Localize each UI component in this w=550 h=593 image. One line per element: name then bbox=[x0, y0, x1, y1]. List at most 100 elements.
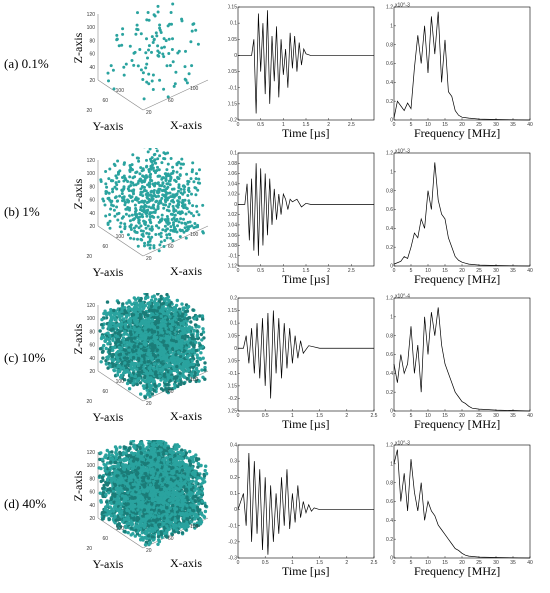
particle bbox=[108, 167, 112, 171]
series-line bbox=[393, 11, 531, 121]
particle bbox=[194, 379, 198, 384]
plot-frame bbox=[393, 297, 531, 412]
particle bbox=[196, 363, 201, 367]
particle bbox=[179, 380, 183, 384]
particle bbox=[136, 28, 140, 32]
particle bbox=[134, 224, 138, 228]
particle bbox=[169, 11, 173, 14]
particle bbox=[136, 370, 141, 374]
cube-z-tick: 20 bbox=[89, 78, 95, 84]
particle bbox=[121, 336, 126, 340]
particle bbox=[159, 218, 162, 222]
particle bbox=[126, 337, 130, 341]
particle bbox=[146, 243, 150, 247]
particle bbox=[107, 453, 111, 457]
particle bbox=[106, 71, 110, 75]
particle bbox=[148, 174, 152, 178]
cube-axis-line bbox=[97, 370, 144, 402]
particle bbox=[178, 317, 182, 322]
cube-z-tick: 60 bbox=[89, 343, 95, 349]
y-tick-label: 0 bbox=[234, 346, 237, 352]
particle bbox=[135, 367, 139, 371]
particle bbox=[164, 179, 168, 182]
particle bbox=[131, 168, 134, 172]
particle bbox=[150, 342, 154, 346]
particle bbox=[121, 353, 126, 357]
particle bbox=[187, 180, 191, 184]
y-axis-label: Y-axis bbox=[93, 119, 124, 133]
cube-z-tick: 120 bbox=[87, 12, 96, 18]
particle bbox=[100, 323, 104, 327]
particle bbox=[120, 192, 124, 196]
particle bbox=[166, 24, 170, 28]
particle bbox=[139, 229, 143, 233]
particle bbox=[154, 384, 158, 388]
particle bbox=[158, 199, 162, 203]
particle bbox=[156, 44, 160, 48]
particle bbox=[108, 226, 112, 230]
y-tick-label: -0.1 bbox=[228, 371, 237, 377]
particle bbox=[125, 301, 129, 305]
particle bbox=[175, 343, 179, 348]
x-tick-label: 0 bbox=[393, 413, 396, 419]
particle bbox=[194, 28, 198, 32]
y-tick-label: -0.08 bbox=[228, 243, 237, 249]
particle bbox=[165, 233, 169, 237]
particle bbox=[116, 358, 120, 362]
particle bbox=[123, 227, 127, 231]
particle bbox=[166, 382, 170, 387]
particle bbox=[186, 227, 190, 231]
particle bbox=[149, 384, 153, 388]
particle bbox=[111, 179, 115, 183]
particle bbox=[105, 337, 109, 341]
particle bbox=[162, 185, 166, 188]
particle bbox=[117, 345, 122, 350]
particle bbox=[126, 233, 130, 237]
cube-x-tick: 20 bbox=[146, 256, 152, 262]
particle bbox=[171, 2, 175, 6]
particle bbox=[166, 370, 171, 374]
particle bbox=[171, 331, 175, 336]
particle bbox=[154, 340, 159, 344]
particle bbox=[139, 224, 143, 228]
particle bbox=[158, 374, 162, 378]
particle bbox=[147, 232, 151, 236]
particle bbox=[185, 309, 190, 313]
particle bbox=[136, 64, 140, 68]
cube-z-tick: 100 bbox=[87, 25, 96, 31]
particle bbox=[152, 334, 156, 338]
particle bbox=[108, 319, 113, 323]
particle bbox=[147, 323, 151, 328]
particle bbox=[141, 215, 145, 219]
x-tick-label: 1 bbox=[282, 268, 285, 274]
particle bbox=[147, 348, 151, 352]
x-axis-label: Time [µs] bbox=[282, 272, 330, 286]
particle bbox=[146, 194, 150, 197]
particle bbox=[142, 205, 146, 209]
particle bbox=[156, 157, 160, 161]
particle bbox=[163, 364, 168, 368]
particle bbox=[115, 350, 119, 355]
particle bbox=[148, 246, 152, 250]
particle bbox=[154, 370, 158, 374]
particle bbox=[145, 62, 149, 66]
particle bbox=[152, 169, 156, 173]
particle bbox=[148, 243, 152, 247]
particle bbox=[152, 13, 156, 17]
x-tick-label: 10 bbox=[425, 268, 431, 274]
particle bbox=[186, 349, 191, 354]
particle bbox=[170, 312, 174, 316]
particle bbox=[151, 319, 155, 323]
particle bbox=[130, 308, 135, 312]
cube-x-tick: 100 bbox=[190, 377, 199, 383]
particle bbox=[148, 185, 152, 189]
particle bbox=[112, 87, 116, 91]
particle bbox=[150, 312, 155, 316]
particle bbox=[152, 153, 156, 157]
particle bbox=[171, 322, 175, 327]
particle bbox=[168, 64, 172, 67]
x-tick-label: 25 bbox=[476, 122, 482, 128]
particle bbox=[178, 371, 182, 375]
particle bbox=[134, 354, 138, 358]
particle bbox=[124, 201, 128, 204]
